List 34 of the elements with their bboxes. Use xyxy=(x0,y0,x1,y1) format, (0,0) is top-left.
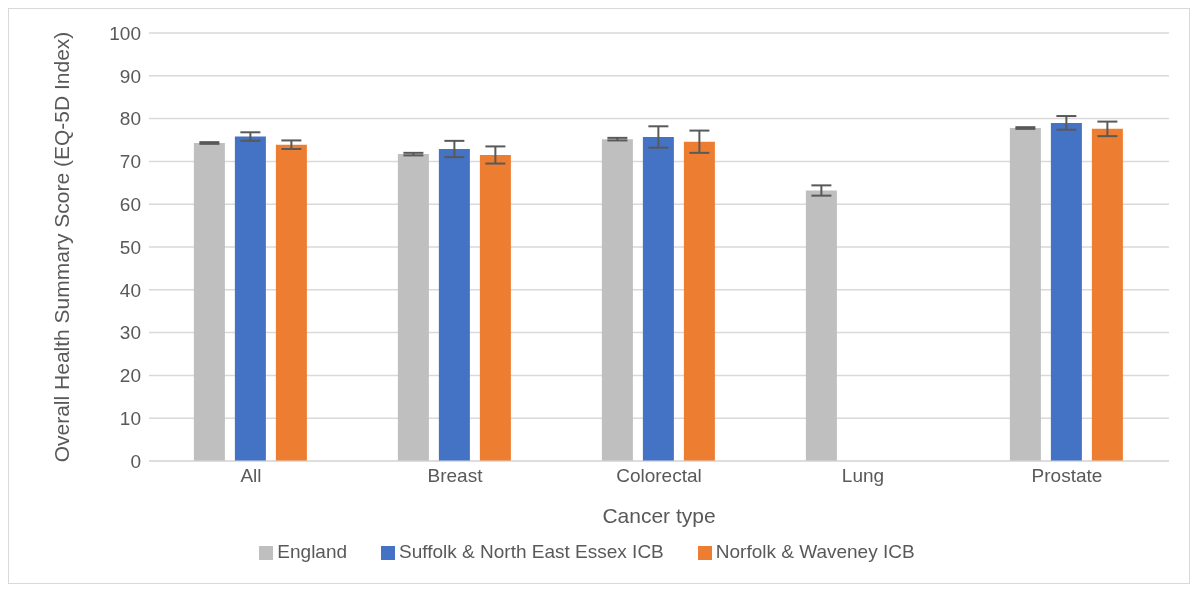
y-axis-title: Overall Health Summary Score (EQ-5D Index) xyxy=(50,31,73,463)
bar xyxy=(601,139,633,461)
y-tick-label: 40 xyxy=(119,279,141,301)
y-tick-label: 20 xyxy=(119,365,141,387)
bar xyxy=(438,148,470,461)
y-tick-label: 30 xyxy=(119,322,141,344)
legend-label: Norfolk & Waveney ICB xyxy=(715,541,915,562)
x-tick-label: All xyxy=(240,465,262,487)
legend-label: Suffolk & North East Essex ICB xyxy=(399,541,664,562)
bar xyxy=(479,154,511,461)
y-tick-label: 60 xyxy=(119,193,141,215)
y-tick-label: 90 xyxy=(119,65,141,87)
x-tick-label: Colorectal xyxy=(616,465,702,487)
y-tick-label: 50 xyxy=(119,236,141,258)
legend-label: England xyxy=(277,541,348,562)
y-tick-label: 70 xyxy=(119,151,141,173)
bar xyxy=(1050,122,1082,461)
bar xyxy=(805,190,837,461)
y-tick-label: 80 xyxy=(119,108,141,130)
x-tick-label: Breast xyxy=(427,465,484,487)
bar xyxy=(1009,128,1041,461)
bar xyxy=(642,137,674,461)
y-tick-label: 0 xyxy=(130,450,141,472)
x-axis-title: Cancer type xyxy=(602,504,716,527)
y-tick-label: 10 xyxy=(119,407,141,429)
bar xyxy=(683,141,715,461)
bar xyxy=(234,136,266,461)
x-tick-label: Lung xyxy=(841,465,885,487)
bar xyxy=(397,154,429,461)
x-tick-label: Prostate xyxy=(1031,465,1103,487)
bar xyxy=(275,144,307,461)
y-tick-label: 100 xyxy=(109,22,141,44)
bar xyxy=(1091,128,1123,461)
bar xyxy=(193,143,225,461)
